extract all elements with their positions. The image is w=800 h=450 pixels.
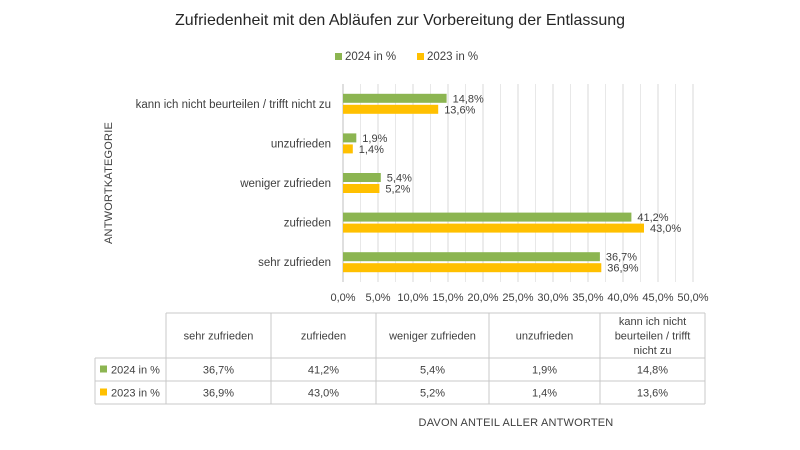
x-tick-label: 25,0% xyxy=(502,292,533,304)
table-cell: 13,6% xyxy=(637,388,668,400)
table-cell: 5,4% xyxy=(420,365,445,377)
data-label: 43,0% xyxy=(650,223,681,235)
bar-2023 xyxy=(343,263,602,273)
table-cell: 41,2% xyxy=(308,365,339,377)
table-header: zufrieden xyxy=(301,331,346,343)
data-label: 13,6% xyxy=(444,104,475,116)
table-row-label: 2023 in % xyxy=(111,388,160,400)
table-cell: 1,4% xyxy=(532,388,557,400)
table-header: unzufrieden xyxy=(516,331,574,343)
category-label: unzufrieden xyxy=(271,138,331,150)
data-label: 5,4% xyxy=(387,173,412,185)
chart-title: Zufriedenheit mit den Abläufen zur Vorbe… xyxy=(175,12,625,29)
legend-swatch-1 xyxy=(417,53,424,60)
table-header: kann ich nicht xyxy=(619,316,686,328)
bar-2024 xyxy=(343,173,381,182)
table-header: sehr zufrieden xyxy=(184,331,254,343)
data-label: 36,7% xyxy=(606,252,637,264)
x-tick-label: 45,0% xyxy=(642,292,673,304)
data-label: 5,2% xyxy=(385,184,410,196)
bar-2023 xyxy=(343,223,644,233)
bar-2023 xyxy=(343,184,380,193)
data-label: 36,9% xyxy=(607,263,638,275)
data-label: 1,4% xyxy=(359,144,384,156)
x-tick-label: 10,0% xyxy=(397,292,428,304)
x-tick-label: 20,0% xyxy=(467,292,498,304)
bar-2024 xyxy=(343,252,600,262)
data-label: 1,9% xyxy=(362,133,387,145)
table-cell: 43,0% xyxy=(308,388,339,400)
table-cell: 14,8% xyxy=(637,365,668,377)
x-tick-label: 15,0% xyxy=(432,292,463,304)
legend-label-0: 2024 in % xyxy=(345,51,396,63)
y-axis-title: ANTWORTKATEGORIE xyxy=(103,122,115,244)
table-header: weniger zufrieden xyxy=(388,331,476,343)
category-label: zufrieden xyxy=(284,218,331,230)
x-tick-label: 5,0% xyxy=(365,292,390,304)
table-header: nicht zu xyxy=(634,345,672,357)
category-label: sehr zufrieden xyxy=(258,257,331,269)
table-row-label: 2024 in % xyxy=(111,365,160,377)
bar-2023 xyxy=(343,144,353,154)
data-label: 14,8% xyxy=(453,93,484,105)
bar-2024 xyxy=(343,212,632,222)
legend-label-1: 2023 in % xyxy=(427,51,478,63)
category-label: weniger zufrieden xyxy=(239,178,331,190)
bar-2023 xyxy=(343,104,439,114)
x-tick-label: 35,0% xyxy=(572,292,603,304)
bar-2024 xyxy=(343,133,357,143)
x-tick-label: 40,0% xyxy=(607,292,638,304)
table-legend-swatch xyxy=(100,365,107,373)
legend-swatch-0 xyxy=(335,53,342,60)
x-axis-title: DAVON ANTEIL ALLER ANTWORTEN xyxy=(419,417,614,429)
bar-2024 xyxy=(343,93,447,103)
data-label: 41,2% xyxy=(637,212,668,224)
table-header: beurteilen / trifft xyxy=(615,331,691,343)
table-cell: 36,7% xyxy=(203,365,234,377)
x-tick-label: 30,0% xyxy=(537,292,568,304)
table-cell: 5,2% xyxy=(420,388,445,400)
category-label: kann ich nicht beurteilen / trifft nicht… xyxy=(136,99,331,111)
x-tick-label: 0,0% xyxy=(330,292,355,304)
table-cell: 36,9% xyxy=(203,388,234,400)
x-tick-label: 50,0% xyxy=(677,292,708,304)
table-cell: 1,9% xyxy=(532,365,557,377)
table-legend-swatch xyxy=(100,388,107,396)
